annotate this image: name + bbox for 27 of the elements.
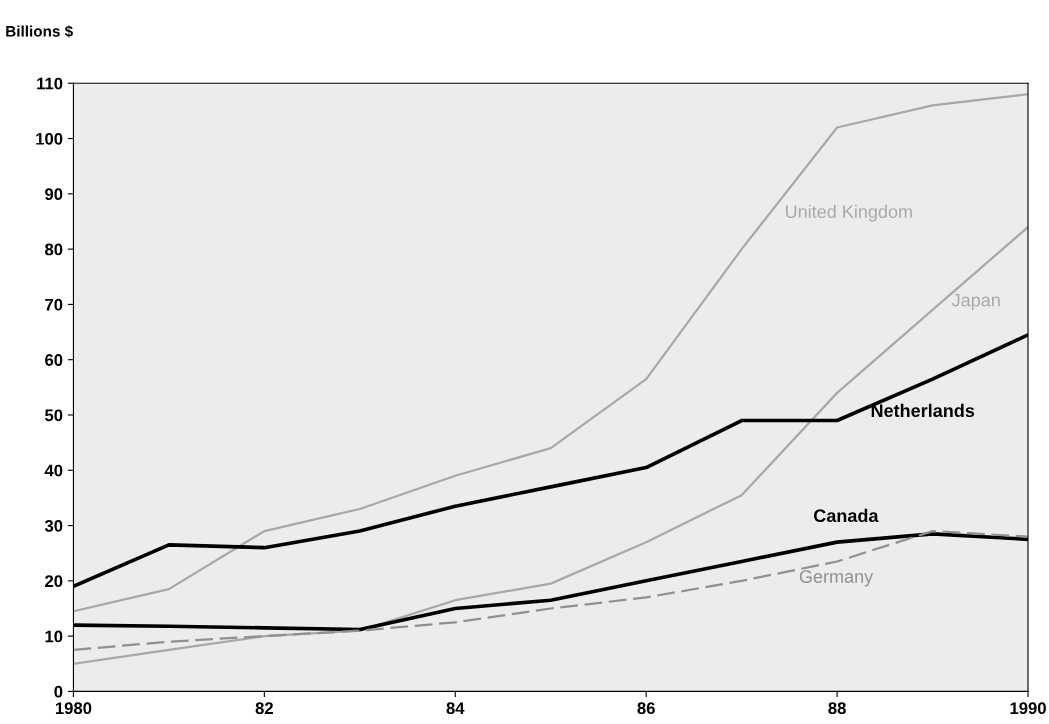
- x-tick-label: 84: [446, 702, 465, 715]
- series-label: Japan: [951, 293, 1000, 311]
- series-label: Netherlands: [871, 403, 975, 418]
- line-series: [73, 529, 1029, 652]
- y-tick-label: 110: [37, 77, 63, 90]
- y-tick-label: 0: [54, 685, 63, 698]
- line-series: [73, 225, 1029, 665]
- x-tick-label: 88: [828, 702, 846, 715]
- series-label: Canada: [813, 508, 879, 523]
- y-tick-label: 30: [44, 519, 63, 532]
- x-tick-label: 82: [255, 702, 273, 715]
- y-tick-label: 100: [36, 132, 63, 145]
- y-tick-label: 50: [44, 409, 63, 422]
- y-tick-label: 40: [44, 464, 63, 477]
- y-tick-label: 70: [45, 298, 63, 311]
- y-tick-label: 20: [45, 575, 63, 588]
- line-series: [73, 93, 1029, 613]
- y-tick-label: 60: [45, 354, 63, 366]
- y-tick-label: 90: [45, 188, 63, 201]
- y-axis-title: Billions $: [6, 25, 73, 38]
- y-tick-label: 10: [45, 630, 63, 643]
- series-label: United Kingdom: [785, 204, 912, 222]
- y-tick-label: 80: [45, 243, 63, 256]
- x-tick-label: 1990: [1010, 702, 1046, 715]
- series-label: Germany: [799, 570, 874, 587]
- x-tick-label: 1980: [55, 702, 92, 715]
- x-tick-label: 86: [637, 702, 655, 715]
